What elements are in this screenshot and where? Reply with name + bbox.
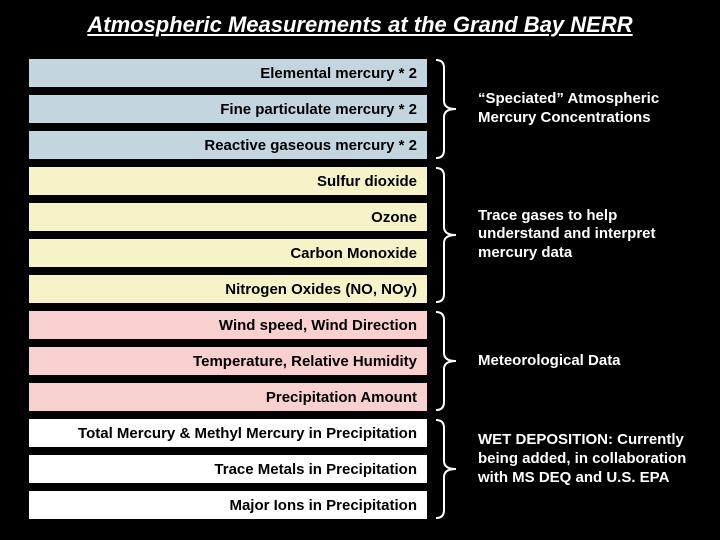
- measurement-cell: Carbon Monoxide: [28, 238, 428, 268]
- measurement-cell: Wind speed, Wind Direction: [28, 310, 428, 340]
- table-row: Sulfur dioxide: [0, 166, 720, 202]
- brace-icon: [434, 310, 464, 412]
- measurement-cell: Nitrogen Oxides (NO, NOy): [28, 274, 428, 304]
- brace-icon: [434, 418, 464, 520]
- table-row: Precipitation Amount: [0, 382, 720, 418]
- measurement-cell: Trace Metals in Precipitation: [28, 454, 428, 484]
- measurement-cell: Reactive gaseous mercury * 2: [28, 130, 428, 160]
- brace-icon: [434, 166, 464, 304]
- group-annotation: Trace gases to help understand and inter…: [478, 207, 700, 263]
- measurement-cell: Temperature, Relative Humidity: [28, 346, 428, 376]
- measurement-cell: Precipitation Amount: [28, 382, 428, 412]
- table-row: Reactive gaseous mercury * 2: [0, 130, 720, 166]
- measurement-cell: Total Mercury & Methyl Mercury in Precip…: [28, 418, 428, 448]
- measurement-cell: Major Ions in Precipitation: [28, 490, 428, 520]
- table-row: Major Ions in Precipitation: [0, 490, 720, 526]
- group-annotation: WET DEPOSITION: Currently being added, i…: [478, 431, 700, 487]
- group-annotation: “Speciated” Atmospheric Mercury Concentr…: [478, 90, 700, 128]
- page-title: Atmospheric Measurements at the Grand Ba…: [0, 0, 720, 46]
- measurement-cell: Ozone: [28, 202, 428, 232]
- group-annotation: Meteorological Data: [478, 352, 700, 371]
- measurement-cell: Elemental mercury * 2: [28, 58, 428, 88]
- table-row: Elemental mercury * 2: [0, 58, 720, 94]
- measurement-cell: Sulfur dioxide: [28, 166, 428, 196]
- brace-icon: [434, 58, 464, 160]
- measurement-cell: Fine particulate mercury * 2: [28, 94, 428, 124]
- table-row: Wind speed, Wind Direction: [0, 310, 720, 346]
- table-row: Nitrogen Oxides (NO, NOy): [0, 274, 720, 310]
